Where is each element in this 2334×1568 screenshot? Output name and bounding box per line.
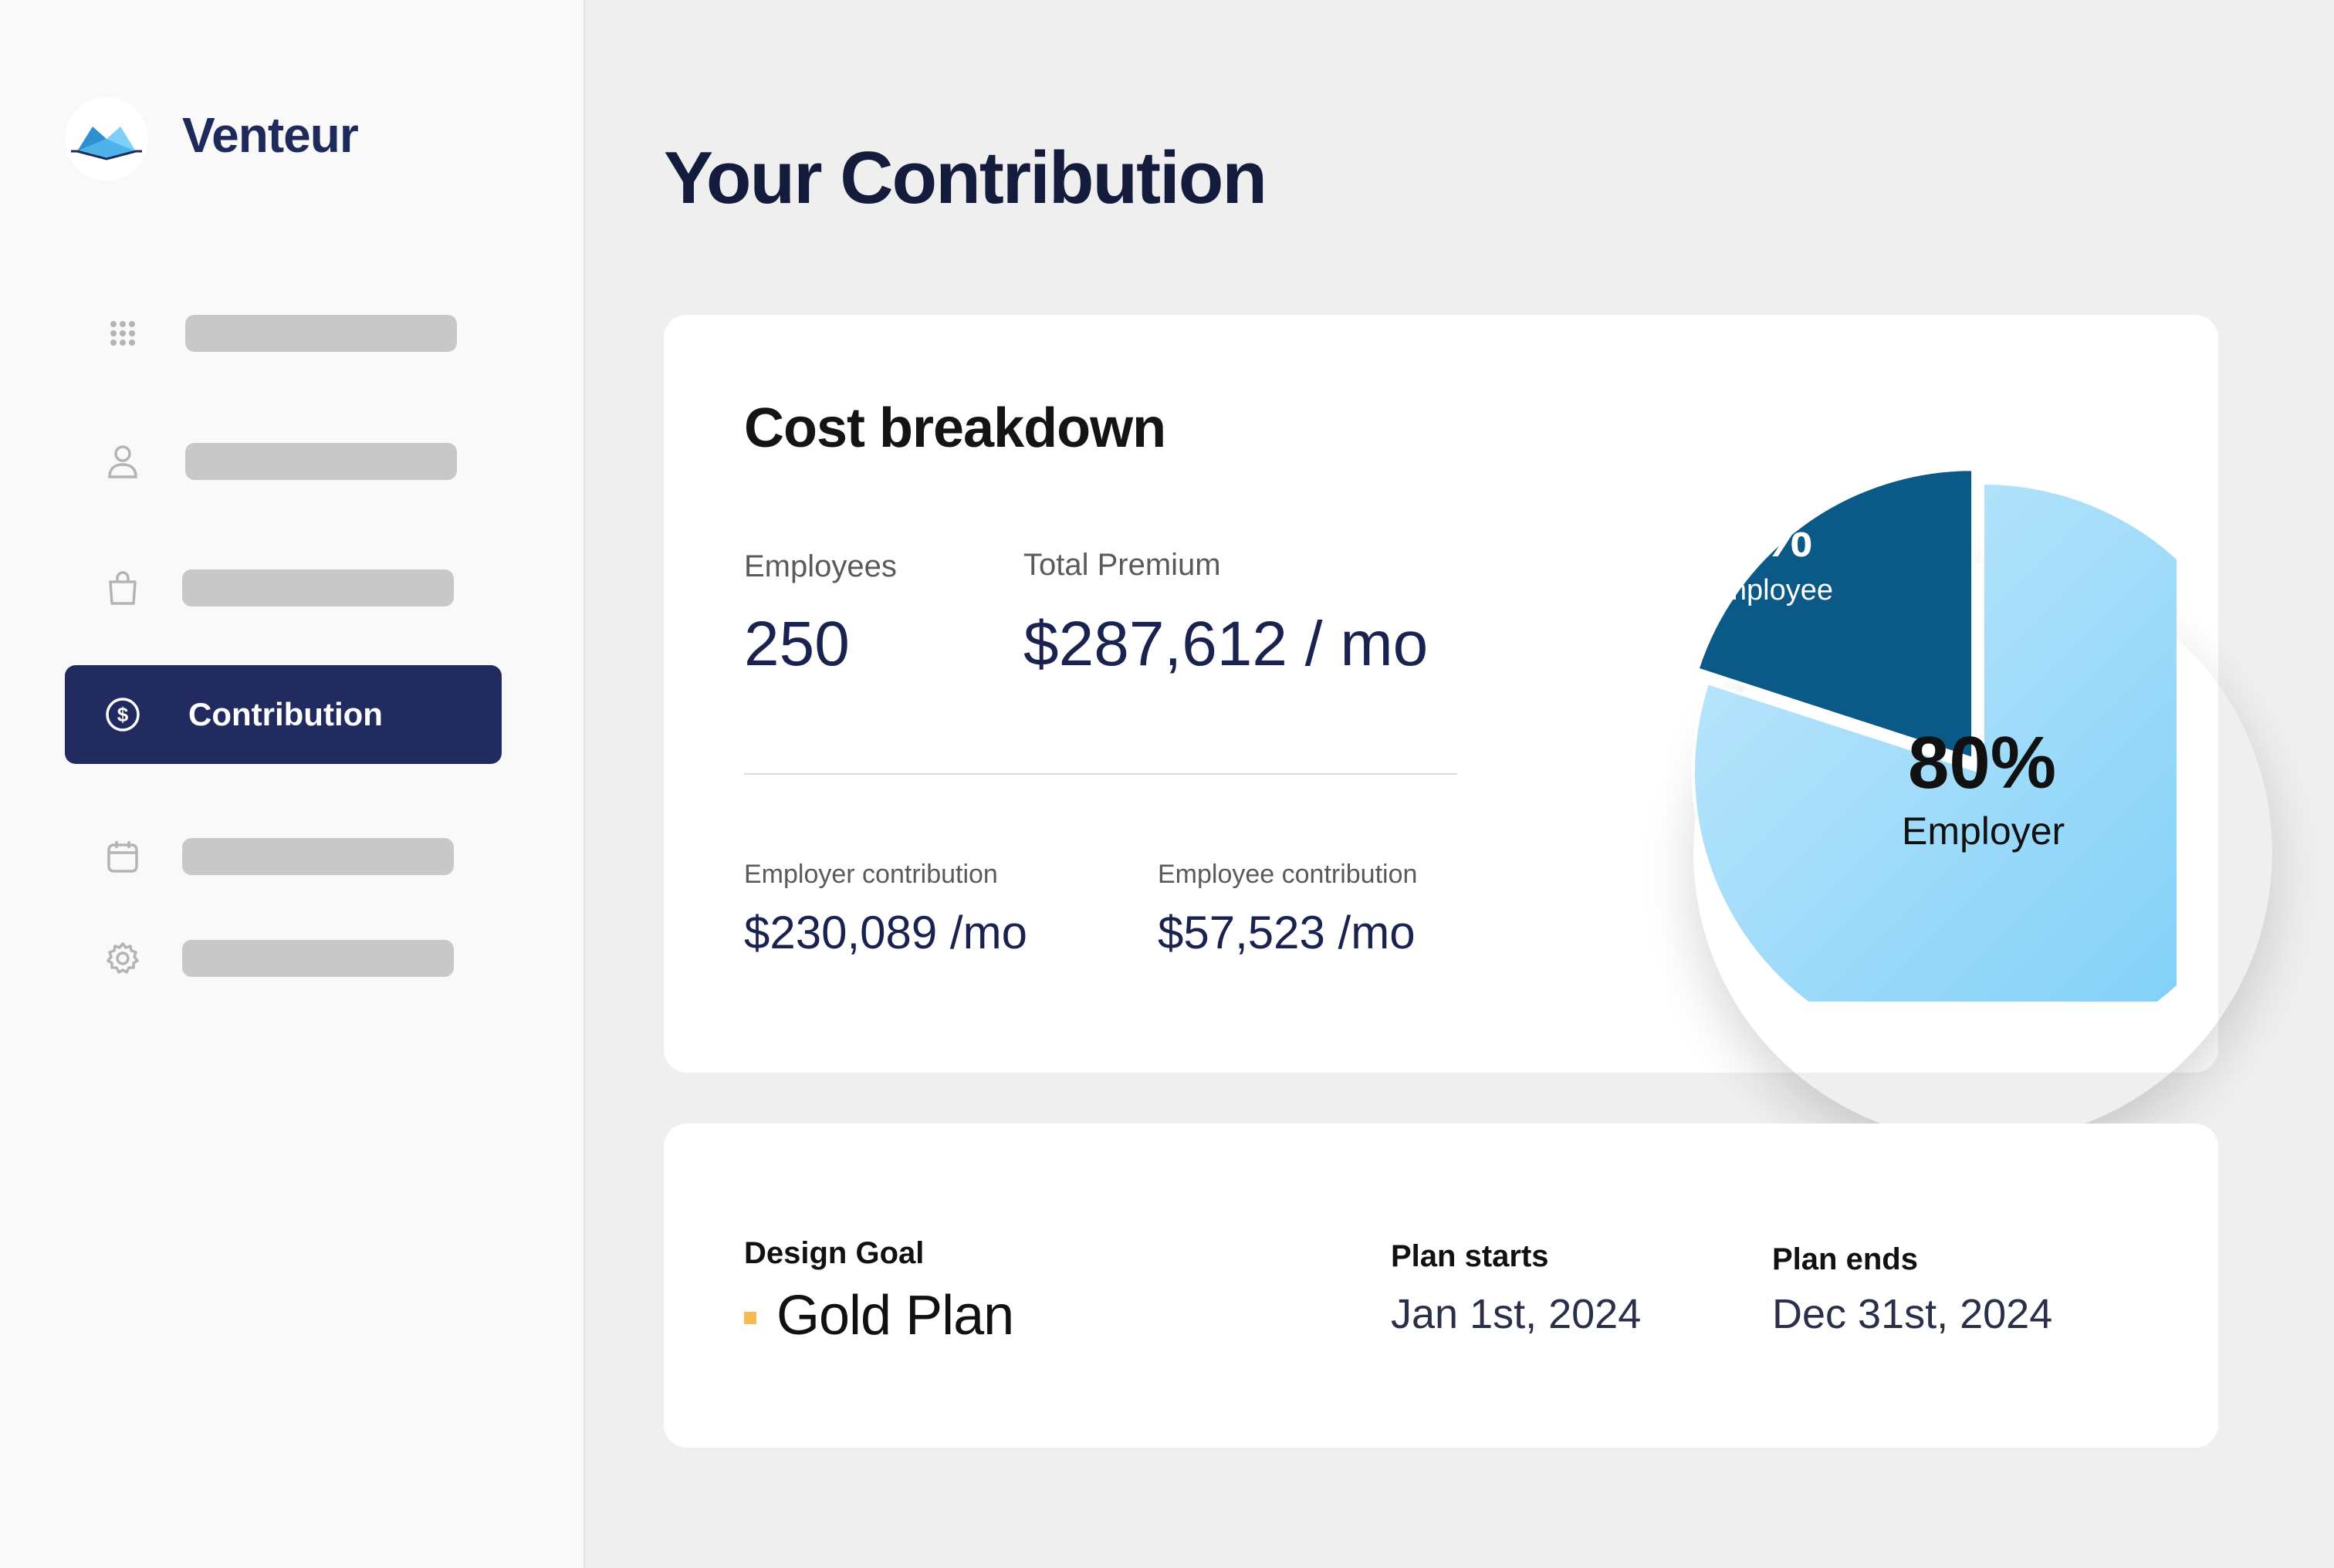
divider [744,773,1457,775]
pie-svg [1692,468,2177,1002]
cost-breakdown-card: Cost breakdown Employees 250 Total Premi… [664,315,2218,1073]
total-premium-value: $287,612 / mo [1023,609,1429,679]
sidebar-item-label: Contribution [188,696,383,732]
user-icon [99,412,147,511]
sidebar-item-placeholder [182,940,454,977]
sidebar-item-settings[interactable] [65,909,502,1008]
employee-contribution-label: Employee contribution [1158,860,1418,889]
sidebar-item-shop[interactable] [65,539,502,637]
employer-contribution-value: $230,089 /mo [744,907,1027,958]
design-goal-label: Design Goal [744,1236,925,1270]
sidebar-item-contribution[interactable]: $ Contribution [65,665,502,764]
sidebar-item-placeholder [185,443,457,480]
card-title: Cost breakdown [744,397,1166,459]
plan-starts-value: Jan 1st, 2024 [1391,1291,1642,1337]
bag-icon [99,539,147,637]
sidebar-item-dashboard[interactable] [65,284,502,383]
plan-ends-value: Dec 31st, 2024 [1772,1291,2053,1337]
employee-slice-label: Employee [1703,574,1833,607]
plan-starts-label: Plan starts [1391,1239,1549,1273]
employer-percent-label: 80% [1908,721,2057,804]
gold-plan-marker-icon [744,1312,756,1324]
page-title: Your Contribution [664,137,1267,219]
venteur-logo [65,97,148,181]
grid-icon [99,284,147,383]
plan-card: Design Goal Gold Plan Plan starts Jan 1s… [664,1124,2218,1448]
logo-icon [71,127,142,161]
design-goal-value: Gold Plan [776,1285,1014,1347]
employees-value: 250 [744,609,850,679]
employee-percent-label: 20% [1701,507,1813,569]
sidebar-item-people[interactable] [65,412,502,511]
pie-chart [1559,384,2177,1002]
plan-ends-label: Plan ends [1772,1242,1918,1276]
gear-icon [99,909,147,1008]
employer-contribution-label: Employer contribution [744,860,998,889]
sidebar-item-placeholder [182,569,454,607]
employer-slice-label: Employer [1902,809,2065,853]
pie-slice-employee [1696,468,1975,761]
total-premium-label: Total Premium [1023,548,1221,582]
sidebar-item-placeholder [182,838,454,875]
dollar-circle-icon: $ [99,665,147,764]
pie-slice-employer [1692,482,2177,1002]
employees-label: Employees [744,549,897,583]
calendar-icon [99,807,147,906]
sidebar-item-placeholder [185,315,457,352]
employee-contribution-value: $57,523 /mo [1158,907,1416,958]
sidebar: Venteur [0,0,585,1568]
svg-text:$: $ [117,703,129,726]
brand-name: Venteur [182,107,359,163]
sidebar-item-calendar[interactable] [65,807,502,906]
